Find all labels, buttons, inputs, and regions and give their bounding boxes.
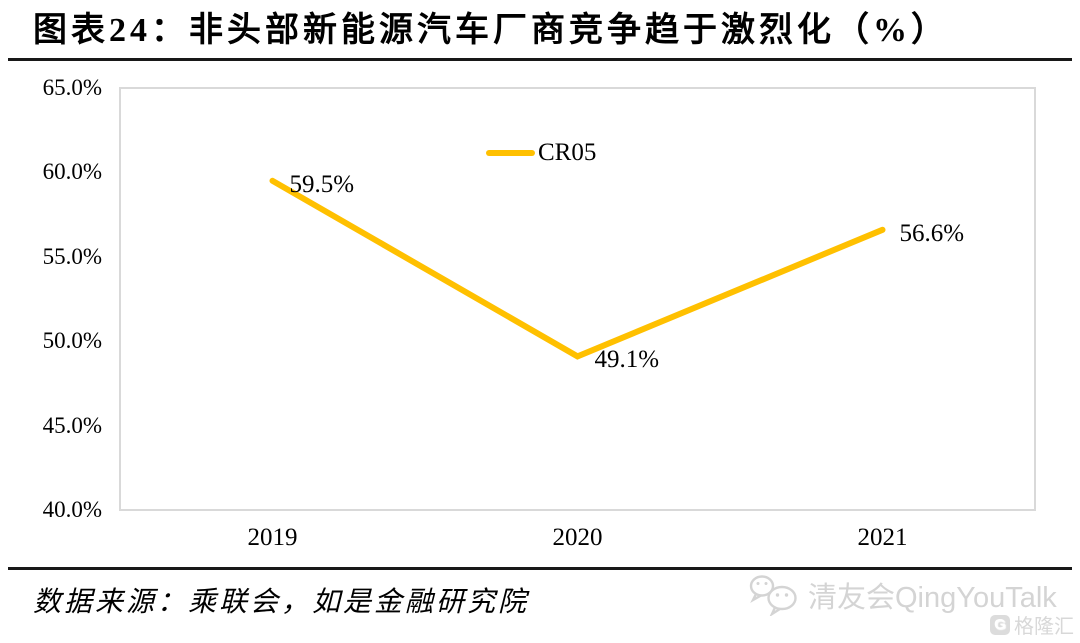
series-line [269,177,886,360]
chart-title: 图表24：非头部新能源汽车厂商竞争趋于激烈化（%） [33,12,949,49]
x-axis-tick-label: 2020 [552,524,603,551]
y-axis-tick-label: 45.0% [42,412,102,438]
y-axis-tick-label: 40.0% [42,497,102,522]
legend-line-swatch [486,150,535,156]
y-axis-tick-label: 50.0% [42,328,102,354]
y-axis-tick-label: 60.0% [42,159,102,185]
qingyoutalk-watermark-text: 清友会QingYouTalk [808,582,1057,614]
wechat-chat-bubbles-icon [749,575,797,616]
legend-label: CR05 [538,139,597,166]
legend: CR05 [486,140,596,166]
footer-divider [8,567,1072,570]
qingyoutalk-watermark: 清友会QingYouTalk [748,574,1057,616]
gelonghui-icon: G [990,614,1010,635]
gelonghui-logo-text: 格隆汇 [1014,616,1074,638]
data-point-label: 56.6% [899,219,965,247]
data-point-label: 49.1% [594,346,660,374]
x-axis-tick-label: 2021 [857,524,908,551]
data-source-text: 数据来源：乘联会，如是金融研究院 [33,587,530,618]
gelonghui-logo: G 格隆汇 [990,610,1074,639]
data-point-label: 59.5% [289,170,355,198]
plot-area [119,87,1036,511]
title-divider [8,58,1072,61]
x-axis-tick-label: 2019 [247,524,298,551]
y-axis-tick-label: 55.0% [42,243,102,269]
cr05-line-series [269,177,886,360]
y-axis-tick-label: 65.0% [42,75,102,100]
